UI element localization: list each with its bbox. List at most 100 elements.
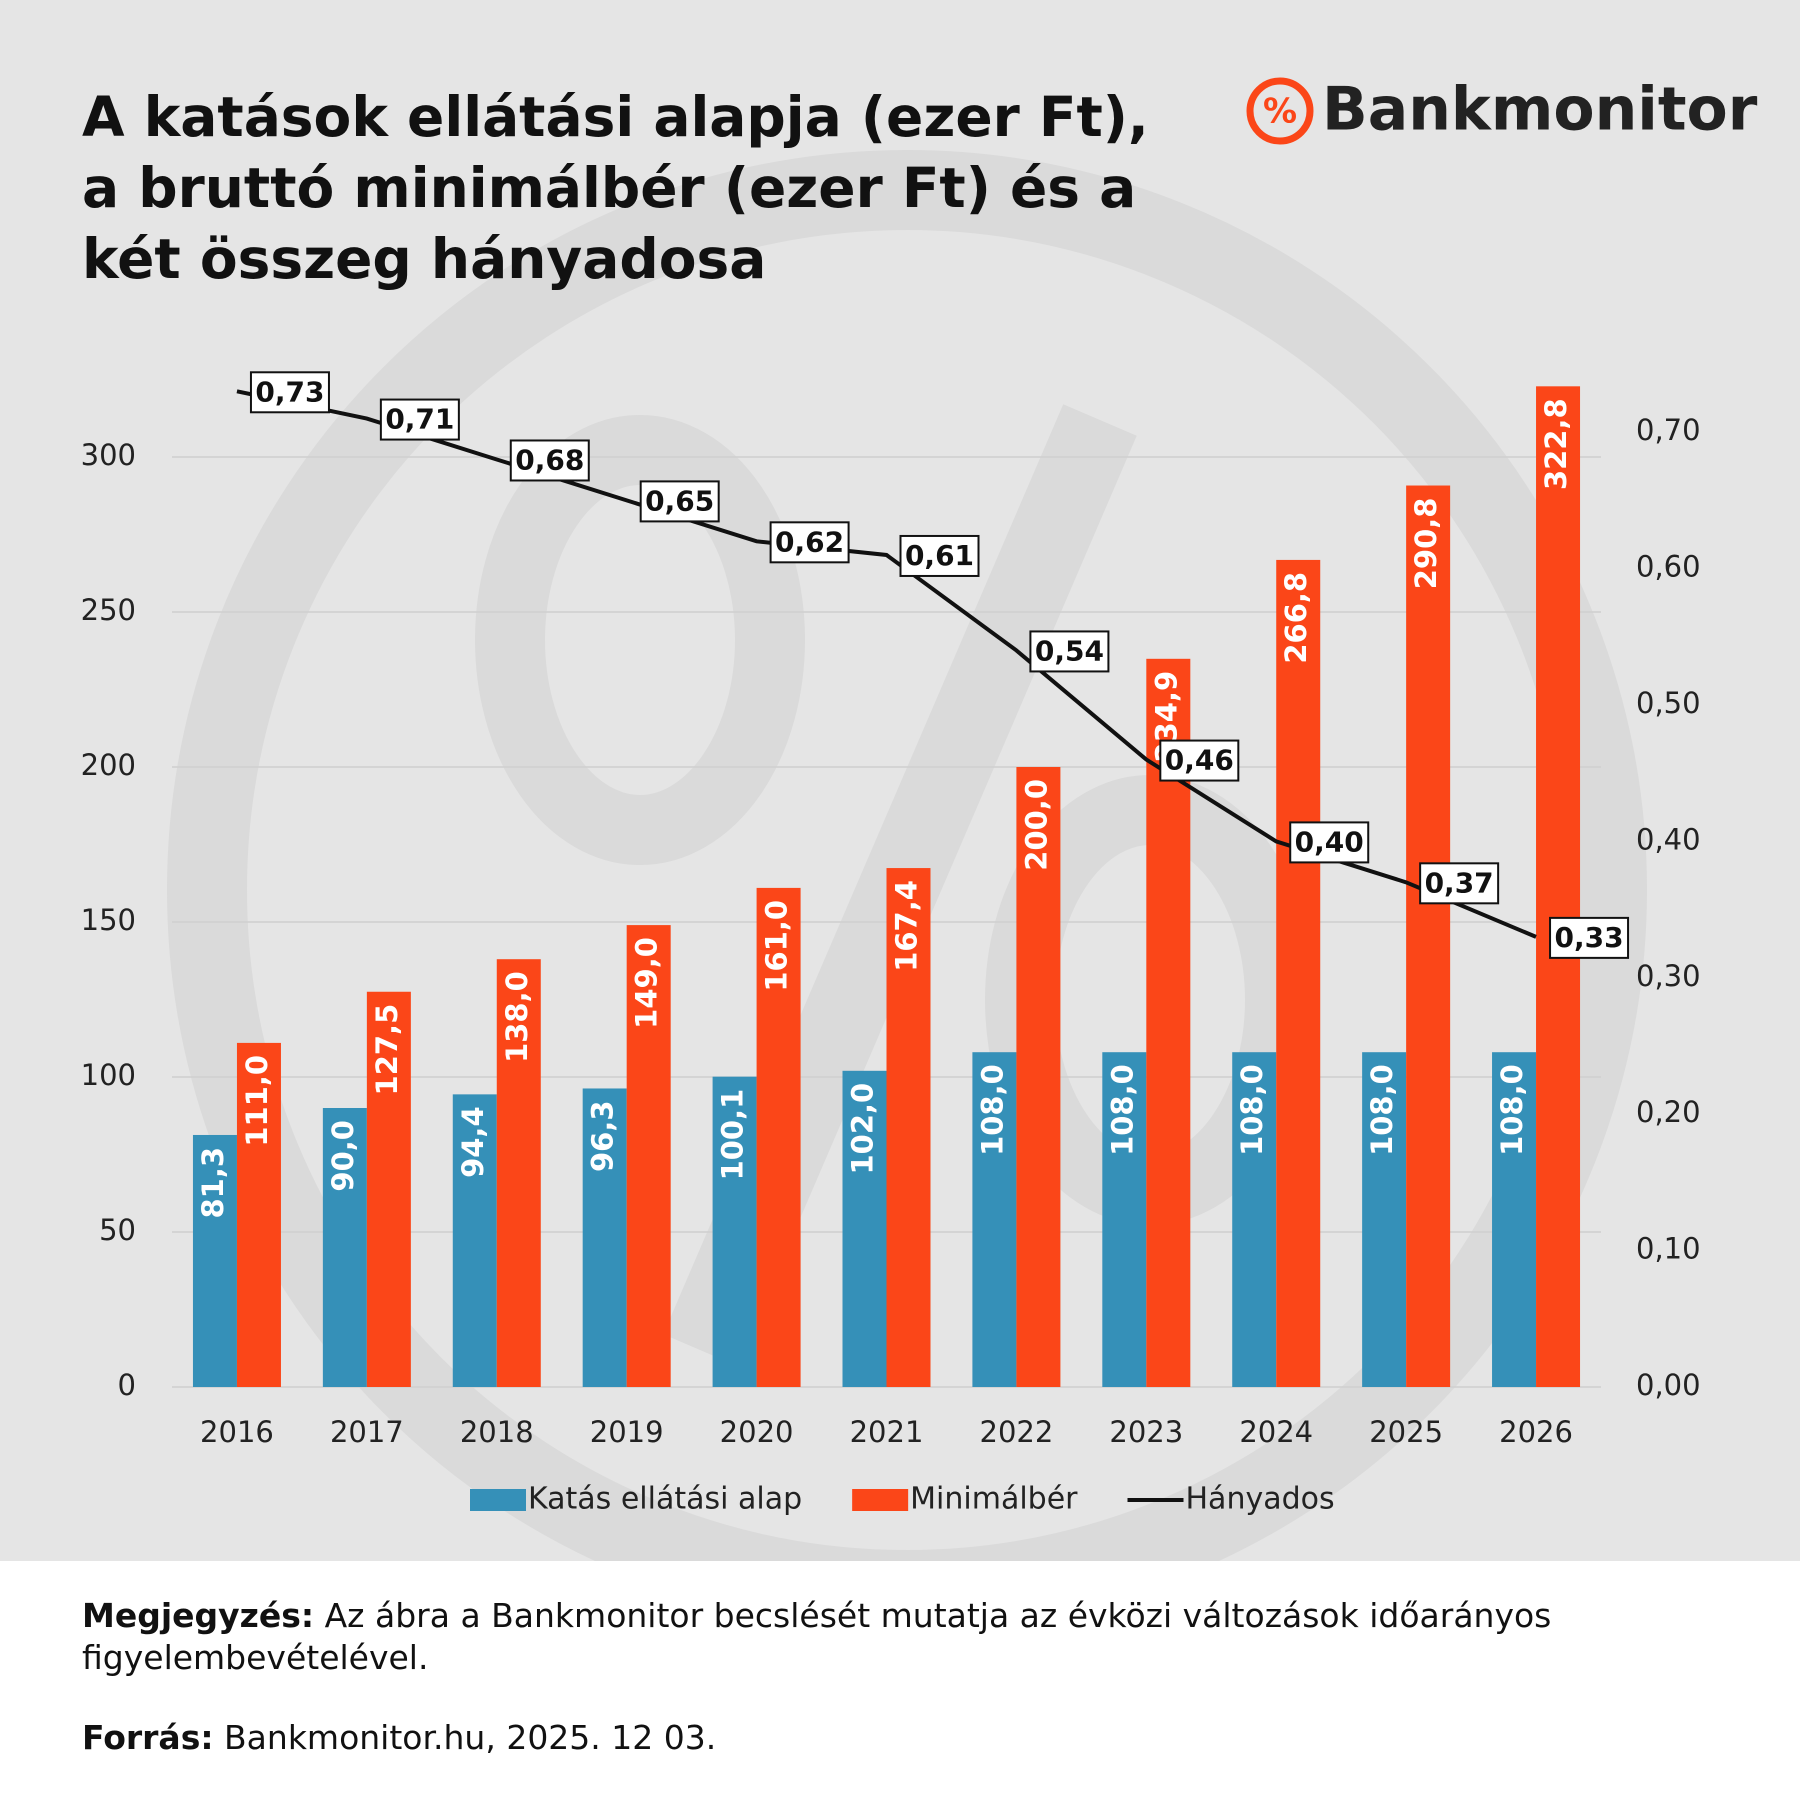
line-label-box <box>769 521 850 564</box>
bar-value-label: 102,0 <box>846 1083 880 1175</box>
bar <box>972 1052 1017 1387</box>
bar-value-label: 290,8 <box>1409 498 1443 590</box>
legend-label: Katás ellátási alap <box>528 1482 802 1517</box>
line-label-box <box>1549 916 1630 959</box>
bar <box>1492 1052 1537 1387</box>
bar <box>712 1076 757 1387</box>
bar-value-label: 167,4 <box>890 880 924 972</box>
y-tick-label: 250 <box>81 593 136 627</box>
line-value-label: 0,61 <box>905 539 974 572</box>
bar-value-label: 111,0 <box>240 1055 274 1147</box>
bar <box>582 1088 627 1387</box>
bar <box>1102 1052 1147 1387</box>
note-label: Megjegyzés: <box>82 1596 315 1635</box>
y2-tick-label: 0,00 <box>1636 1368 1701 1402</box>
y-tick-label: 100 <box>81 1058 136 1092</box>
bar <box>192 1134 237 1387</box>
source-text: Bankmonitor.hu, 2025. 12 03. <box>224 1718 717 1757</box>
line-value-label: 0,46 <box>1165 744 1234 777</box>
bar-value-label: 266,8 <box>1279 572 1313 664</box>
y-tick-label: 0 <box>118 1368 136 1402</box>
bar-value-label: 96,3 <box>586 1100 620 1172</box>
bar-value-label: 90,0 <box>326 1120 360 1192</box>
note: Megjegyzés: Az ábra a Bankmonitor becslé… <box>82 1595 1702 1679</box>
x-tick-label: 2021 <box>850 1415 924 1449</box>
x-tick-label: 2016 <box>200 1415 274 1449</box>
bar <box>1232 1052 1277 1387</box>
svg-text:%: % <box>1263 92 1297 132</box>
y-tick-label: 200 <box>81 748 136 782</box>
x-tick-label: 2025 <box>1369 1415 1443 1449</box>
x-tick-label: 2026 <box>1499 1415 1573 1449</box>
line-value-label: 0,37 <box>1425 866 1494 899</box>
source: Forrás: Bankmonitor.hu, 2025. 12 03. <box>82 1717 1702 1759</box>
line-value-label: 0,71 <box>385 403 454 436</box>
x-tick-label: 2020 <box>720 1415 794 1449</box>
bar-value-label: 108,0 <box>1235 1064 1269 1156</box>
y-tick-label: 300 <box>81 438 136 472</box>
line-label-box <box>899 534 980 577</box>
line-label-box <box>249 371 330 414</box>
line-label-box <box>509 439 590 482</box>
bar-value-label: 100,1 <box>716 1089 750 1181</box>
y2-tick-label: 0,70 <box>1636 413 1701 447</box>
bar-value-label: 108,0 <box>1365 1064 1399 1156</box>
line-label-box <box>1159 739 1240 782</box>
bar <box>1016 767 1061 1387</box>
bar <box>1536 386 1581 1387</box>
line-label-box <box>1419 862 1500 905</box>
bar-value-label: 161,0 <box>760 900 794 992</box>
bar <box>756 887 801 1387</box>
bar-value-label: 81,3 <box>196 1147 230 1219</box>
line-label-box <box>379 398 460 441</box>
line-value-label: 0,40 <box>1295 825 1364 858</box>
bar-value-label: 149,0 <box>630 937 664 1029</box>
x-tick-label: 2024 <box>1239 1415 1313 1449</box>
bar-value-label: 322,8 <box>1539 398 1573 490</box>
bar <box>1406 485 1451 1387</box>
bar <box>886 868 931 1387</box>
bar <box>452 1094 497 1387</box>
x-tick-label: 2022 <box>980 1415 1054 1449</box>
bar-value-label: 127,5 <box>370 1004 404 1096</box>
bar-value-label: 108,0 <box>1495 1064 1529 1156</box>
bar-value-label: 94,4 <box>456 1106 490 1178</box>
line-label-box <box>1029 630 1110 673</box>
bar-value-label: 200,0 <box>1019 779 1053 871</box>
source-label: Forrás: <box>82 1718 214 1757</box>
chart-title: A katások ellátási alapja (ezer Ft), a b… <box>82 85 1149 291</box>
legend-label: Minimálbér <box>910 1482 1078 1517</box>
logo: % Bankmonitor <box>1246 75 1758 145</box>
note-text: Az ábra a Bankmonitor becslését mutatja … <box>82 1596 1552 1677</box>
line-value-label: 0,65 <box>645 484 714 517</box>
bar <box>1362 1052 1407 1387</box>
y-tick-label: 150 <box>81 903 136 937</box>
line-value-label: 0,54 <box>1035 634 1104 667</box>
bar <box>322 1108 367 1387</box>
bar <box>842 1070 887 1387</box>
bar-value-label: 108,0 <box>1105 1064 1139 1156</box>
legend-label: Hányados <box>1186 1482 1335 1517</box>
brand: Bankmonitor <box>1322 75 1758 145</box>
line-value-label: 0,68 <box>515 443 584 476</box>
y2-tick-label: 0,50 <box>1636 686 1701 720</box>
y2-tick-label: 0,20 <box>1636 1095 1701 1129</box>
y2-tick-label: 0,10 <box>1636 1232 1701 1266</box>
line-label-box <box>639 480 720 523</box>
line-value-label: 0,62 <box>775 525 844 558</box>
line-value-label: 0,33 <box>1554 921 1623 954</box>
bar-value-label: 138,0 <box>500 971 534 1063</box>
line-label-box <box>1289 821 1370 864</box>
legend-swatch <box>470 1489 526 1511</box>
x-tick-label: 2017 <box>330 1415 404 1449</box>
x-tick-label: 2023 <box>1109 1415 1183 1449</box>
y2-tick-label: 0,40 <box>1636 822 1701 856</box>
bar <box>626 925 671 1387</box>
y2-tick-label: 0,60 <box>1636 550 1701 584</box>
bar <box>366 991 411 1387</box>
bar <box>236 1042 281 1387</box>
bar <box>496 959 541 1387</box>
bar <box>1276 559 1321 1387</box>
